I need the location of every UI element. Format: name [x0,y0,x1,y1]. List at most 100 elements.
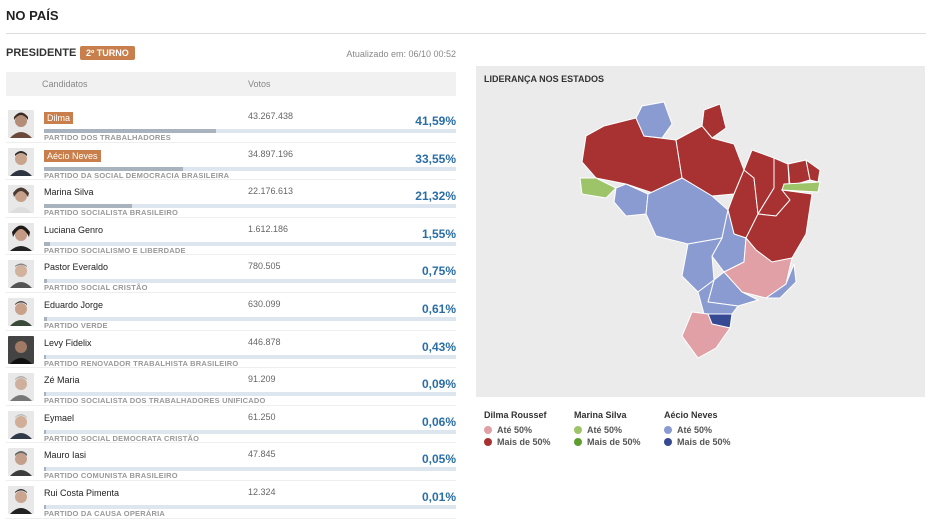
page-title: NO PAÍS [6,8,59,23]
candidate-votes: 91.209 [248,374,276,385]
candidate-percent: 33,55% [415,151,456,166]
legend-swatch [574,426,582,434]
legend-label: Até 50% [497,425,533,435]
vote-bar [44,241,456,246]
vote-bar-fill [44,354,47,359]
legend-candidate-name: Dilma Roussef [484,410,547,420]
vote-bar-fill [44,429,47,434]
legend-label: Mais de 50% [677,437,731,447]
candidate-votes: 43.267.438 [248,111,294,121]
candidate-name: Luciana Genro [44,224,104,235]
candidate-party: PARTIDO VERDE [44,320,108,330]
candidate-votes: 630.099 [248,298,281,309]
legend-item-low: Até 50% [574,424,662,436]
candidate-percent: 0,06% [421,414,456,429]
section-label: PRESIDENTE [6,47,77,59]
legend-swatch [484,438,492,446]
legend-swatch [574,438,582,446]
candidate-party: PARTIDO RENOVADOR TRABALHISTA BRASILEIRO [44,358,239,368]
candidate-name: Levy Fidelix [44,337,92,348]
candidate-percent: 0,05% [421,452,456,467]
legend-candidate-name: Marina Silva [574,410,627,420]
candidate-photo [8,485,34,514]
candidate-votes: 1.612.186 [248,223,289,234]
candidate-row[interactable]: Eymael 61.250 0,06% PARTIDO SOCIAL DEMOC… [6,406,456,444]
column-header-votes: Votos [248,79,271,89]
legend-group-marina: Marina Silva Até 50% Mais de 50% [574,410,662,448]
candidate-name: Rui Costa Pimenta [44,487,120,498]
candidate-row[interactable]: Luciana Genro 1.612.186 1,55% PARTIDO SO… [6,218,456,256]
candidate-row[interactable]: Aécio Neves 34.897.196 33,55% PARTIDO DA… [6,143,456,181]
candidate-party: PARTIDO SOCIAL DEMOCRATA CRISTÃO [44,433,200,443]
candidate-photo [8,410,34,439]
candidate-row[interactable]: Eduardo Jorge 630.099 0,61% PARTIDO VERD… [6,293,456,331]
round-badge[interactable]: 2º TURNO [80,46,135,60]
candidate-name: Pastor Everaldo [44,262,109,273]
vote-bar [44,429,456,434]
candidate-percent: 41,59% [415,114,456,128]
candidate-row[interactable]: Rui Costa Pimenta 12.324 0,01% PARTIDO D… [6,481,456,519]
candidate-name: Aécio Neves [44,149,101,162]
candidate-list: Dilma 43.267.438 41,59% PARTIDO DOS TRAB… [6,105,456,519]
legend-label: Até 50% [677,425,713,435]
legend-candidate-name: Aécio Neves [664,410,718,420]
legend-item-high: Mais de 50% [664,436,752,448]
candidate-name: Eduardo Jorge [44,299,104,310]
candidate-percent: 0,09% [421,377,456,392]
vote-bar [44,504,456,509]
vote-bar-fill [44,392,47,397]
candidate-percent: 0,61% [421,301,456,316]
candidate-row[interactable]: Pastor Everaldo 780.505 0,75% PARTIDO SO… [6,255,456,293]
candidate-party: PARTIDO SOCIAL CRISTÃO [44,283,148,293]
candidate-votes: 12.324 [248,486,276,497]
candidate-row[interactable]: Levy Fidelix 446.878 0,43% PARTIDO RENOV… [6,331,456,369]
candidate-percent: 0,75% [421,264,456,279]
state-pe[interactable] [781,181,821,193]
candidate-party: PARTIDO SOCIALISMO E LIBERDADE [44,245,186,255]
candidate-row[interactable]: Zé Maria 91.209 0,09% PARTIDO SOCIALISTA… [6,368,456,406]
vote-bar-fill [44,504,47,509]
section-header: PRESIDENTE 2º TURNO Atualizado em: 06/10… [6,45,456,63]
vote-bar [44,354,456,359]
legend-label: Mais de 50% [587,437,641,447]
column-header-candidates: Candidatos [42,79,88,89]
candidate-party: PARTIDO COMUNISTA BRASILEIRO [44,471,178,481]
state-ac[interactable] [579,177,617,199]
state-es-rj[interactable] [764,263,797,299]
legend-item-low: Até 50% [664,424,752,436]
candidate-photo [8,373,34,402]
vote-bar-fill [44,241,51,246]
state-rr[interactable] [635,101,673,139]
candidate-votes: 34.897.196 [248,148,294,159]
candidate-votes: 780.505 [248,261,281,272]
candidate-photo [8,335,34,364]
candidate-percent: 21,32% [415,189,456,204]
candidate-row[interactable]: Marina Silva 22.176.613 21,32% PARTIDO S… [6,180,456,218]
vote-bar-fill [44,467,47,472]
candidate-percent: 0,01% [421,489,456,504]
candidate-photo [8,147,34,176]
vote-bar-fill [44,166,183,171]
header-divider [6,33,926,34]
map-legend: Dilma Roussef Até 50% Mais de 50% Marina… [484,410,924,460]
candidate-votes: 47.845 [248,449,276,460]
state-rs[interactable] [681,311,731,359]
vote-bar [44,467,456,472]
vote-bar [44,316,456,321]
candidate-name: Dilma [44,112,74,124]
vote-bar [44,279,456,284]
map-title: LIDERANÇA NOS ESTADOS [484,74,605,84]
candidate-votes: 446.878 [248,336,281,347]
candidate-name: Eymael [44,412,75,423]
candidate-photo [8,260,34,289]
candidate-row[interactable]: Mauro Iasi 47.845 0,05% PARTIDO COMUNIST… [6,443,456,481]
candidate-row[interactable]: Dilma 43.267.438 41,59% PARTIDO DOS TRAB… [6,105,456,143]
vote-bar-fill [44,129,217,133]
state-ap[interactable] [701,103,727,139]
candidate-name: Zé Maria [44,375,80,386]
table-header: Candidatos Votos [6,72,456,96]
legend-swatch [664,426,672,434]
candidate-photo [8,110,34,138]
legend-item-high: Mais de 50% [484,436,572,448]
candidate-photo [8,222,34,251]
